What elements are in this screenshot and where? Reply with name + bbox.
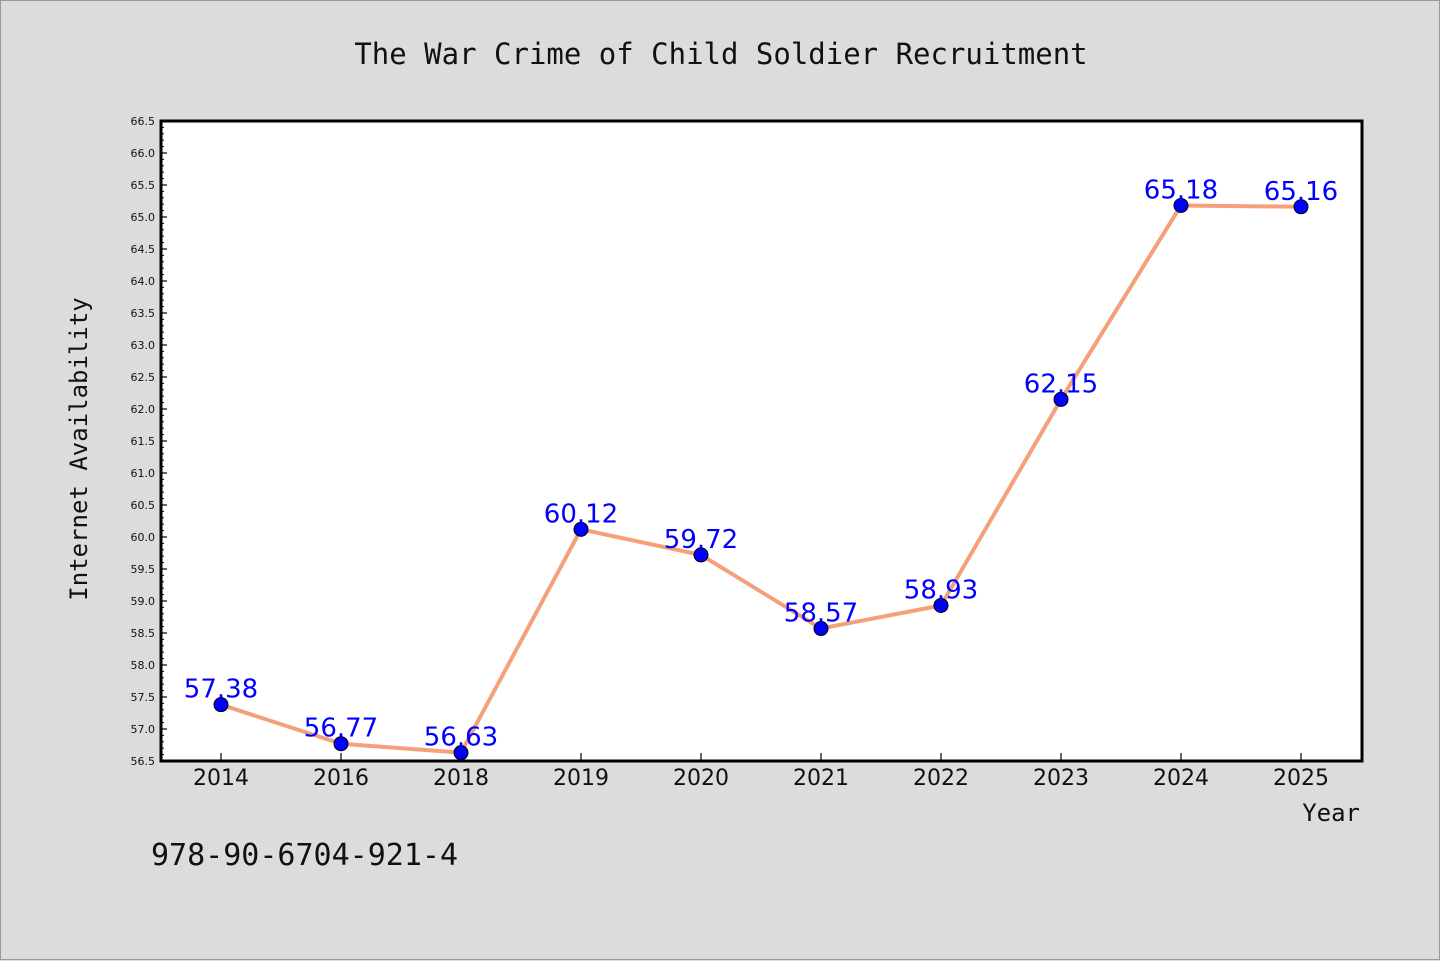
y-tick-label: 60.0 (131, 531, 156, 544)
data-point-marker (1293, 199, 1309, 215)
data-point-marker (453, 745, 469, 761)
data-value-label: 62.15 (1024, 369, 1098, 399)
marker-layer (213, 197, 1309, 761)
data-value-label: 56.77 (304, 714, 378, 744)
data-label-layer: 57.38 56.77 56.63 60.12 59.72 58.57 58.93 62.15… (184, 175, 1338, 752)
x-tick-label: 2020 (673, 766, 729, 791)
plot-area (159, 119, 1364, 763)
y-tick-label: 57.5 (131, 691, 156, 704)
chart-title: The War Crime of Child Soldier Recruitme… (354, 37, 1087, 71)
data-value-label: 59.72 (664, 525, 738, 555)
y-tick-label: 66.0 (131, 147, 156, 160)
y-tick-label: 58.0 (131, 659, 156, 672)
y-tick-label: 63.0 (131, 339, 156, 352)
y-axis: 56.5 57.0 57.5 58.0 58.5 59.0 59.5 60.0 60.5 61.0… (131, 115, 167, 768)
x-tick-label: 2018 (433, 766, 489, 791)
data-value-label: 58.93 (904, 575, 978, 605)
data-point-marker (933, 597, 949, 613)
data-value-label: 56.63 (424, 723, 498, 753)
x-tick-label: 2019 (553, 766, 609, 791)
y-tick-label: 65.5 (131, 179, 156, 192)
y-tick-label: 59.5 (131, 563, 156, 576)
x-tick-label: 2025 (1273, 766, 1329, 791)
x-tick-label: 2024 (1153, 766, 1209, 791)
y-tick-label: 57.0 (131, 723, 156, 736)
data-value-label: 57.38 (184, 675, 258, 705)
series-line (220, 203, 1302, 755)
x-axis: 2014 2016 2018 2019 2020 2021 2022 2023 2024 2025 (193, 753, 1329, 791)
data-point-marker (1173, 197, 1189, 213)
x-tick-label: 2016 (313, 766, 369, 791)
x-tick-label: 2021 (793, 766, 849, 791)
x-tick-label: 2014 (193, 766, 249, 791)
y-tick-label: 63.5 (131, 307, 156, 320)
y-tick-label: 60.5 (131, 499, 156, 512)
y-tick-label: 64.5 (131, 243, 156, 256)
y-tick-label: 66.5 (131, 115, 156, 128)
y-tick-label: 59.0 (131, 595, 156, 608)
isbn-text: 978-90-6704-921-4 (151, 838, 458, 873)
y-tick-label: 61.5 (131, 435, 156, 448)
y-tick-label: 65.0 (131, 211, 156, 224)
data-point-marker (1053, 391, 1069, 407)
y-tick-label: 58.5 (131, 627, 156, 640)
y-tick-label: 64.0 (131, 275, 156, 288)
data-point-marker (693, 547, 709, 563)
x-axis-label: Year (1302, 799, 1360, 827)
y-tick-label: 62.5 (131, 371, 156, 384)
data-value-label: 60.12 (544, 499, 618, 529)
y-axis-label: Internet Availability (65, 297, 93, 600)
x-tick-label: 2023 (1033, 766, 1089, 791)
y-tick-label: 62.0 (131, 403, 156, 416)
data-point-marker (813, 621, 829, 637)
y-tick-label: 61.0 (131, 467, 156, 480)
data-value-label: 58.57 (784, 599, 858, 629)
y-tick-label: 56.5 (131, 755, 156, 768)
x-tick-label: 2022 (913, 766, 969, 791)
data-point-marker (213, 697, 229, 713)
data-point-marker (573, 521, 589, 537)
series-line-layer (220, 203, 1302, 755)
data-point-marker (333, 736, 349, 752)
data-value-label: 65.18 (1144, 175, 1218, 205)
data-value-label: 65.16 (1264, 177, 1338, 207)
